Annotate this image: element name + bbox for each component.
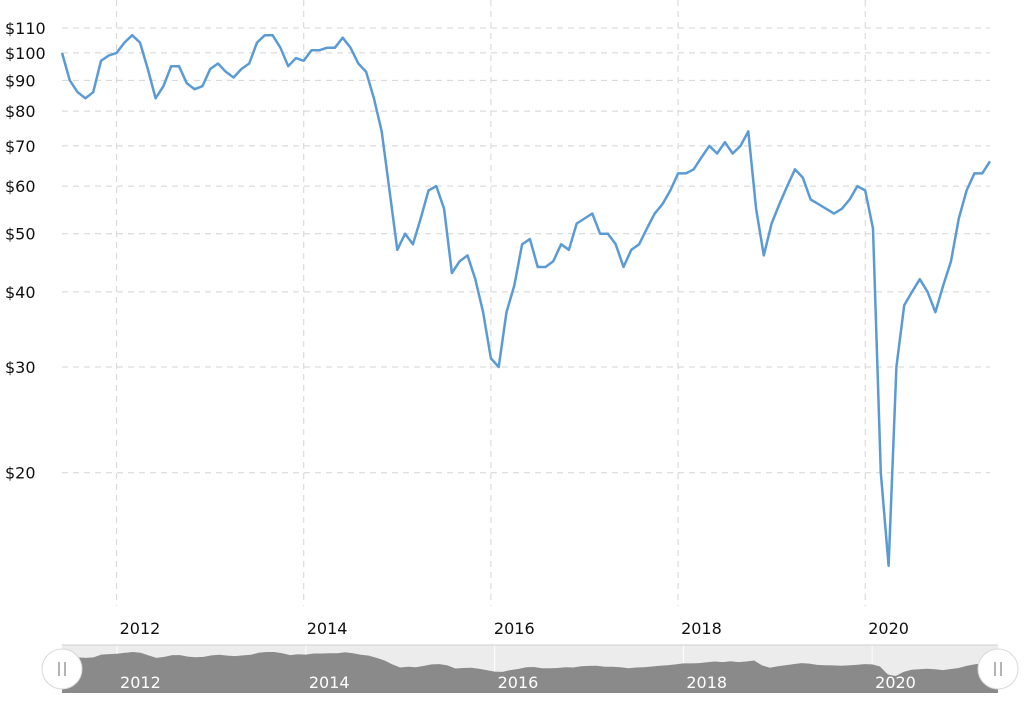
y-tick-label: $30 [5,358,36,377]
x-tick-label: 2012 [120,619,161,638]
y-axis: $110 $100 $90 $80 $70 $60 $50 $40 $30 $20 [5,19,46,483]
x-tick-label: 2016 [494,619,535,638]
y-tick-label: $110 [5,19,46,38]
x-tick-label: 2020 [868,619,909,638]
grid-layer [62,0,990,606]
navigator-tick-label: 2020 [875,673,916,692]
y-tick-label: $70 [5,137,36,156]
x-tick-label: 2014 [307,619,348,638]
x-tick-label: 2018 [681,619,722,638]
navigator-x-axis: 2012 2014 2016 2018 2020 [120,673,916,692]
navigator-tick-label: 2016 [498,673,539,692]
y-tick-label: $40 [5,283,36,302]
x-axis: 2012 2014 2016 2018 2020 [120,619,909,638]
y-tick-label: $90 [5,71,36,90]
navigator-area [62,652,998,693]
series-layer [60,33,992,568]
y-tick-label: $60 [5,177,36,196]
navigator-right-handle[interactable] [977,648,1019,690]
navigator-tick-label: 2012 [120,673,161,692]
navigator-left-handle[interactable] [41,648,83,690]
y-tick-label: $100 [5,44,46,63]
navigator-tick-label: 2018 [686,673,727,692]
y-tick-label: $50 [5,225,36,244]
y-tick-label: $20 [5,464,36,483]
navigator-tick-label: 2014 [309,673,350,692]
y-tick-label: $80 [5,102,36,121]
range-navigator[interactable]: 2012 2014 2016 2018 2020 [41,644,1019,693]
price-series-line [60,33,992,568]
